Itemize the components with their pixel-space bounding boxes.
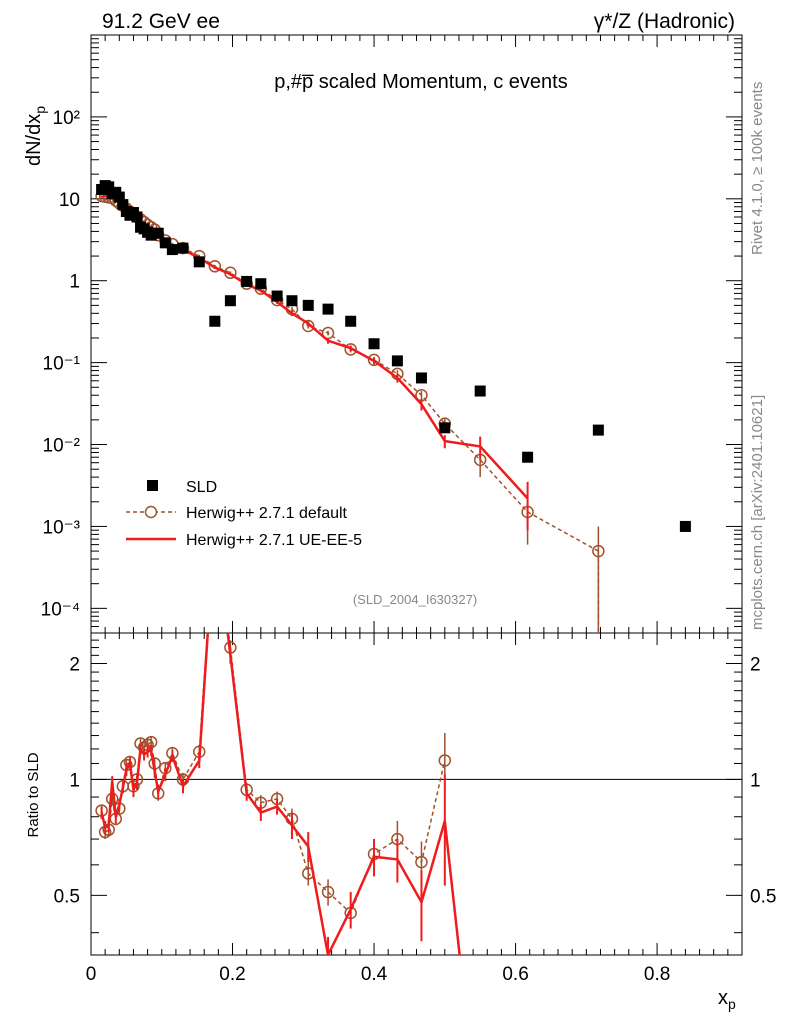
default-point [301, 319, 315, 333]
y-tick-label: 10 [59, 190, 80, 211]
y-tick-label: 10⁻⁴ [41, 599, 80, 620]
sld-data-point [522, 451, 534, 463]
rivet-label: Rivet 4.1.0, ≥ 100k events [749, 82, 766, 255]
ratio-tick-label-right: 1 [750, 770, 761, 791]
sld-data-point [679, 520, 691, 532]
ratio-default-point [321, 885, 335, 899]
sld-data-point [474, 385, 486, 397]
sld-data-point [113, 191, 125, 203]
y-tick-label: 10⁻³ [43, 517, 81, 538]
ratio-ueee5-line [100, 633, 461, 955]
ratio-tick-label-right: 0.5 [750, 886, 776, 907]
x-tick-label: 0.8 [644, 964, 670, 985]
sld-data-point [209, 315, 221, 327]
sld-data-point [117, 199, 129, 211]
x-tick-label: 0.4 [361, 964, 388, 985]
sld-data-point [131, 211, 143, 223]
sld-data-point [391, 355, 403, 367]
ratio-default-point [438, 754, 452, 767]
ratio-plot-content [91, 633, 742, 955]
legend-sld-label: SLD [186, 479, 217, 496]
default-point [367, 353, 381, 367]
sld-data-point [271, 290, 283, 302]
y-tick-label: 1 [69, 272, 80, 293]
ratio-panel-frame [90, 632, 743, 956]
sld-data-point [177, 242, 189, 254]
x-axis-label: xp [718, 987, 736, 1012]
sld-data-point [166, 244, 178, 256]
sld-data-point [152, 227, 164, 239]
energy-label: 91.2 GeV ee [102, 10, 220, 33]
axis-ticks: 0 0.2 0.4 0.6 0.8 10⁻⁴ 10⁻³ 10⁻² 10⁻¹ 1 10 10² 0.5 0.… [41, 35, 776, 985]
sld-data-point [368, 338, 380, 350]
x-tick-label: 0.6 [502, 964, 528, 985]
sld-data-point [345, 315, 357, 327]
ratio-tick-label-right: 2 [750, 654, 761, 675]
default-point [208, 260, 222, 273]
ratio-default-line [100, 633, 446, 915]
sld-data-point [103, 181, 115, 193]
sld-data-point [439, 422, 451, 434]
default-point [344, 343, 357, 356]
ratio-tick-label: 1 [69, 770, 80, 791]
ratio-tick-label: 2 [69, 654, 80, 675]
y-axis-label: dN/dxp [23, 106, 48, 166]
y-tick-label: 10⁻¹ [43, 354, 81, 375]
sld-data-point [241, 275, 253, 287]
sld-data-point [302, 299, 314, 311]
sld-data-point [224, 295, 236, 307]
x-tick-label: 0 [86, 964, 97, 985]
mcplots-label: mcplots.cern.ch [arXiv:2401.10621] [749, 395, 766, 630]
sld-data-point [322, 303, 334, 315]
y-tick-label: 10⁻² [43, 436, 81, 457]
sld-data-point [159, 237, 171, 249]
ratio-default-point [415, 855, 428, 869]
x-tick-label: 0.2 [219, 964, 245, 985]
chart-title: p,#p̅ scaled Momentum, c events [274, 71, 567, 93]
main-plot-content [95, 180, 691, 633]
legend-default-marker [144, 505, 158, 519]
sld-data-point [286, 295, 298, 307]
analysis-id-label: (SLD_2004_I630327) [353, 592, 477, 607]
legend-ueee5-label: Herwig++ 2.7.1 UE-EE-5 [186, 532, 362, 549]
legend-default-label: Herwig++ 2.7.1 default [186, 505, 348, 522]
sld-data-point [255, 278, 267, 290]
default-point [592, 544, 605, 558]
ratio-axis-label: Ratio to SLD [25, 752, 42, 837]
process-label: γ*/Z (Hadronic) [594, 10, 735, 33]
y-tick-label: 10² [53, 108, 80, 129]
ratio-tick-label: 0.5 [54, 886, 80, 907]
legend-sld-marker [147, 480, 158, 491]
legend: SLD Herwig++ 2.7.1 default Herwig++ 2.7.… [126, 479, 362, 549]
sld-data-point [592, 424, 604, 436]
sld-data-point [193, 256, 205, 268]
sld-data-point [415, 372, 427, 384]
